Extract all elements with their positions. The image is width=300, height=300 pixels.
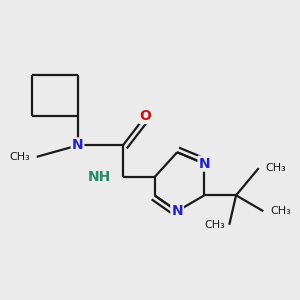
Text: N: N [199,157,210,171]
Text: O: O [140,109,152,123]
Text: NH: NH [88,170,112,184]
Text: CH₃: CH₃ [266,163,286,173]
Text: CH₃: CH₃ [270,206,291,216]
Text: N: N [171,204,183,218]
Text: CH₃: CH₃ [204,220,225,230]
Text: N: N [72,139,83,152]
Text: CH₃: CH₃ [9,152,30,162]
